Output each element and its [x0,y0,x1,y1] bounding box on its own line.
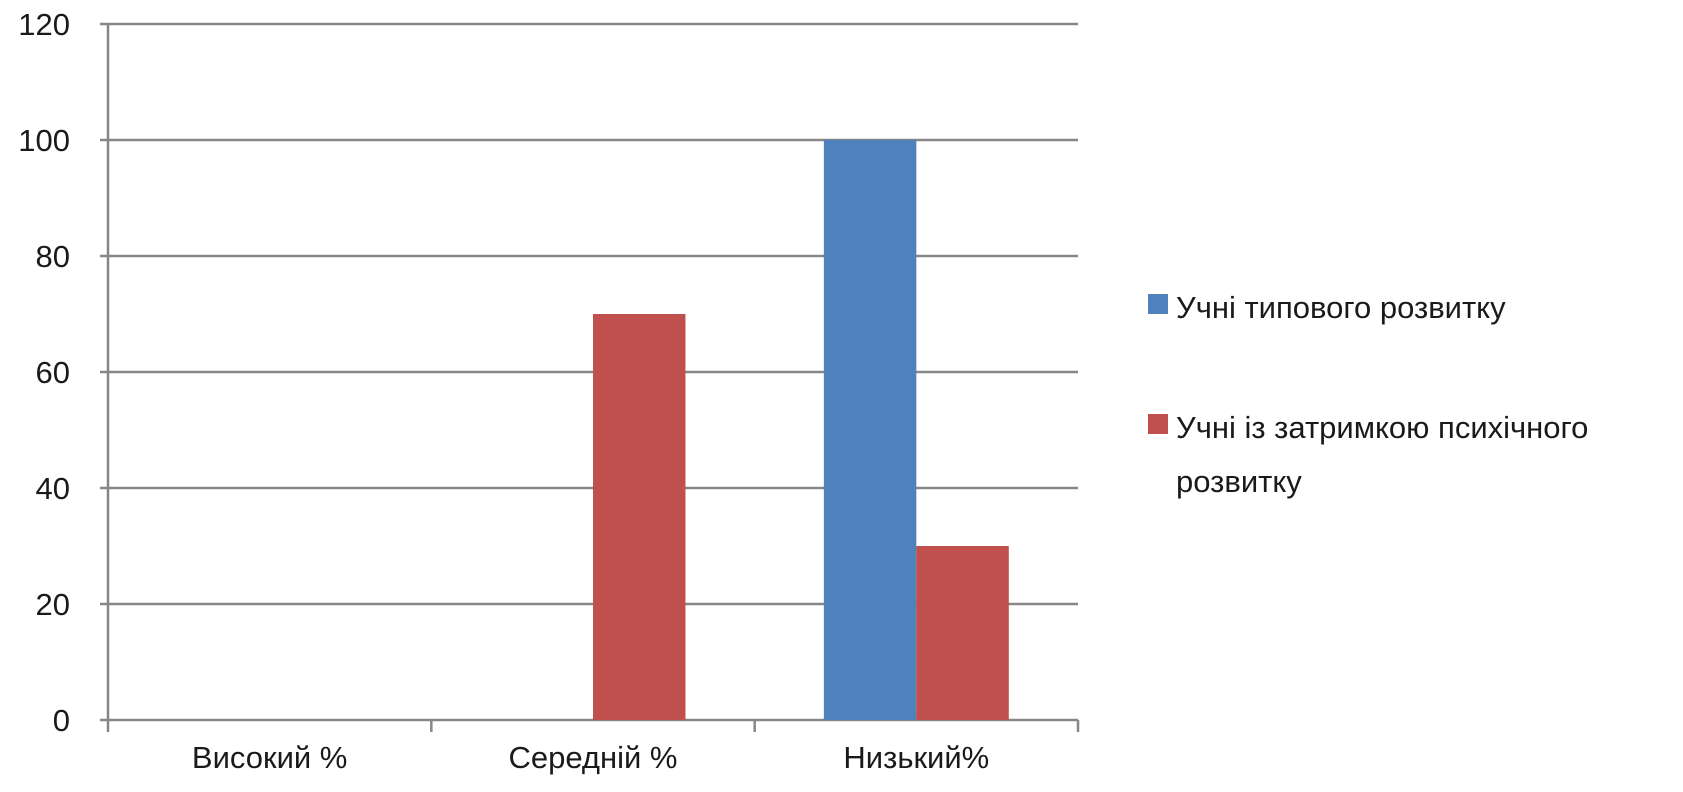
bar-delayed [593,314,686,720]
y-tick-label: 80 [36,239,70,274]
x-category-label: Високий % [192,740,347,775]
bar-delayed [916,546,1009,720]
y-tick-label: 20 [36,587,70,622]
legend-label: Учні із затримкою психічного [1176,410,1588,445]
y-tick-label: 60 [36,355,70,390]
y-tick-label: 100 [18,123,70,158]
y-tick-label: 40 [36,471,70,506]
x-category-label: Середній % [508,740,677,775]
y-tick-label: 0 [53,703,70,738]
legend-label: розвитку [1176,464,1302,499]
legend-swatch [1148,414,1168,434]
bar-typical [823,140,917,720]
legend-swatch [1148,294,1168,314]
y-tick-label: 120 [18,7,70,42]
legend-label: Учні типового розвитку [1176,290,1506,325]
x-category-label: Низький% [843,740,989,775]
